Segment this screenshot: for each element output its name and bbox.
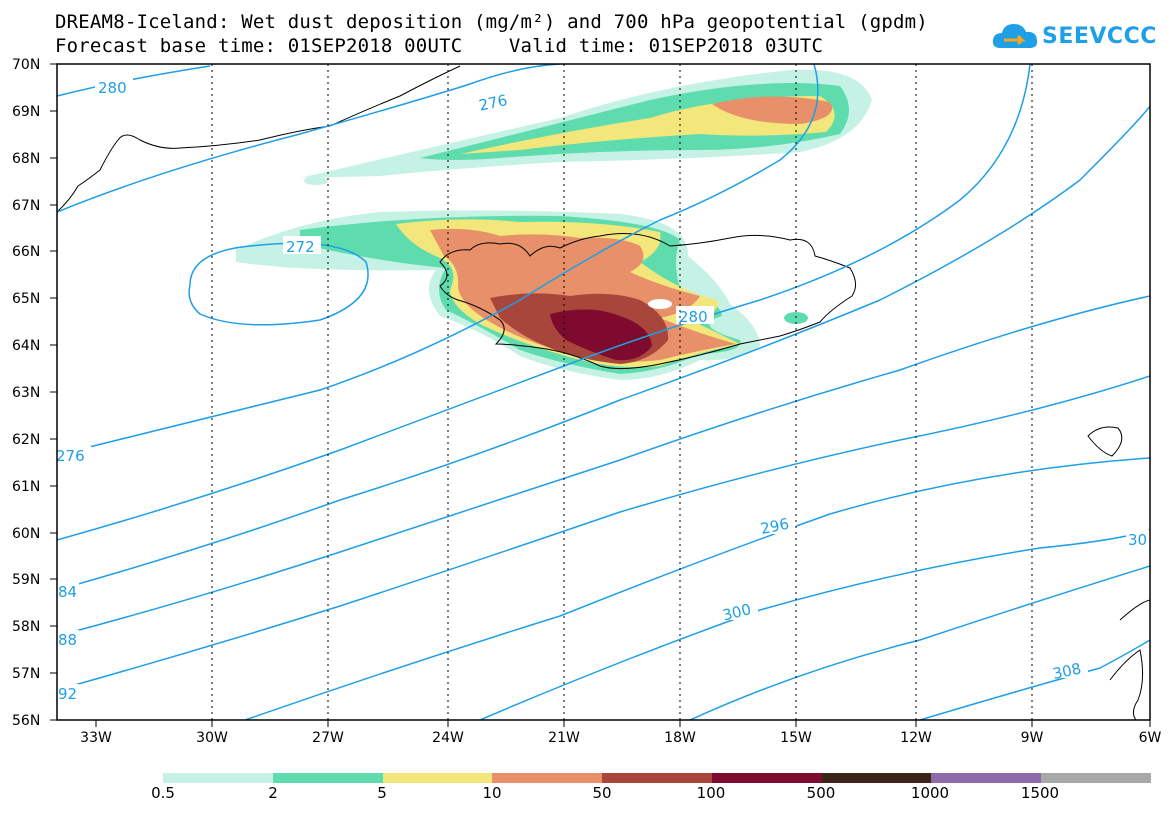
lat-label: 59N [12,572,40,588]
contour-276-north [57,64,561,213]
contour-label-288: 88 [58,631,77,649]
contour-284 [57,105,1150,591]
lon-label: 15W [780,730,812,746]
lat-label: 70N [12,57,40,73]
lon-label: 18W [664,730,696,746]
map-title: DREAM8-Iceland: Wet dust deposition (mg/… [55,11,928,33]
legend-swatch [382,773,493,783]
map-frame [56,63,1151,721]
color-legend [163,773,1152,783]
legend-label: 1000 [910,784,950,802]
lat-label: 69N [12,104,40,120]
seevccc-logo: SEEVCCC [990,18,1156,58]
faroe-coast [1087,426,1123,457]
lat-label: 64N [12,338,40,354]
meridian-gridlines [211,64,1033,720]
map-subtitle: Forecast base time: 01SEP2018 00UTC Vali… [55,35,824,57]
lat-label: 58N [12,619,40,635]
lon-label: 24W [432,730,464,746]
legend-label: 0.5 [151,784,175,802]
lon-label: 12W [900,730,932,746]
lat-label: 66N [12,244,40,260]
legend-label: 1500 [1020,784,1060,802]
contour-label-304: 30 [1128,531,1147,549]
legend-label: 2 [268,784,278,802]
contour-labels: 280 276 272 276 280 84 88 92 296 300 30 … [53,78,1150,703]
lat-label: 60N [12,526,40,542]
legend-label: 10 [482,784,502,802]
contour-288 [57,295,1150,637]
coastlines [57,65,1150,720]
lat-label: 67N [12,198,40,214]
contour-label-276a: 276 [477,91,509,115]
legend-swatch [602,773,712,783]
lat-label: 68N [12,151,40,167]
lon-label: 21W [548,730,580,746]
lon-label: 27W [312,730,344,746]
legend-swatch [1041,773,1152,783]
contour-308 [919,639,1150,720]
contour-292 [57,375,1150,691]
contour-label-276b: 276 [56,447,85,465]
contour-label-296: 296 [759,515,791,539]
legend-swatch [163,773,273,783]
contour-label-284: 84 [58,583,77,601]
scotland-coast [1109,599,1150,720]
logo-text: SEEVCCC [1042,24,1157,49]
lat-label: 56N [12,713,40,729]
lon-label: 6W [1139,730,1162,746]
greenland-coast [57,65,461,213]
contour-label-308: 308 [1051,660,1083,684]
contour-296 [244,457,1150,720]
lat-label: 63N [12,385,40,401]
contour-label-292: 92 [58,685,77,703]
contour-304 [689,565,1150,720]
legend-swatch [492,773,603,783]
lat-label: 65N [12,291,40,307]
lat-label: 62N [12,432,40,448]
legend-label: 50 [592,784,612,802]
cloud-arrow-icon [992,24,1038,48]
contour-280-north [57,65,211,97]
contour-label-272: 272 [286,238,315,256]
legend-swatch [931,773,1042,783]
lon-label: 33W [80,730,112,746]
legend-label: 100 [696,784,726,802]
lat-label: 57N [12,666,40,682]
legend-swatch [711,773,822,783]
contour-276 [57,64,819,456]
longitude-axis: 33W 30W 27W 24W 21W 18W 15W 12W 9W 6W [80,720,1162,746]
latitude-axis: 70N 69N 68N 67N 66N 65N 64N 63N 62N 61N … [12,57,57,729]
dust-deposition-field [236,69,872,380]
geopotential-contours [57,64,1150,720]
lat-label: 61N [12,479,40,495]
lon-label: 9W [1021,730,1044,746]
lon-label: 30W [196,730,228,746]
legend-label: 500 [806,784,836,802]
legend-swatch [821,773,932,783]
contour-label-280b: 280 [679,308,708,326]
legend-swatch [272,773,383,783]
contour-label-280a: 280 [98,79,127,97]
iceland-coast [439,233,856,370]
contour-272 [188,242,369,326]
contour-300 [479,529,1150,720]
legend-label: 5 [377,784,387,802]
contour-280 [57,64,1031,541]
